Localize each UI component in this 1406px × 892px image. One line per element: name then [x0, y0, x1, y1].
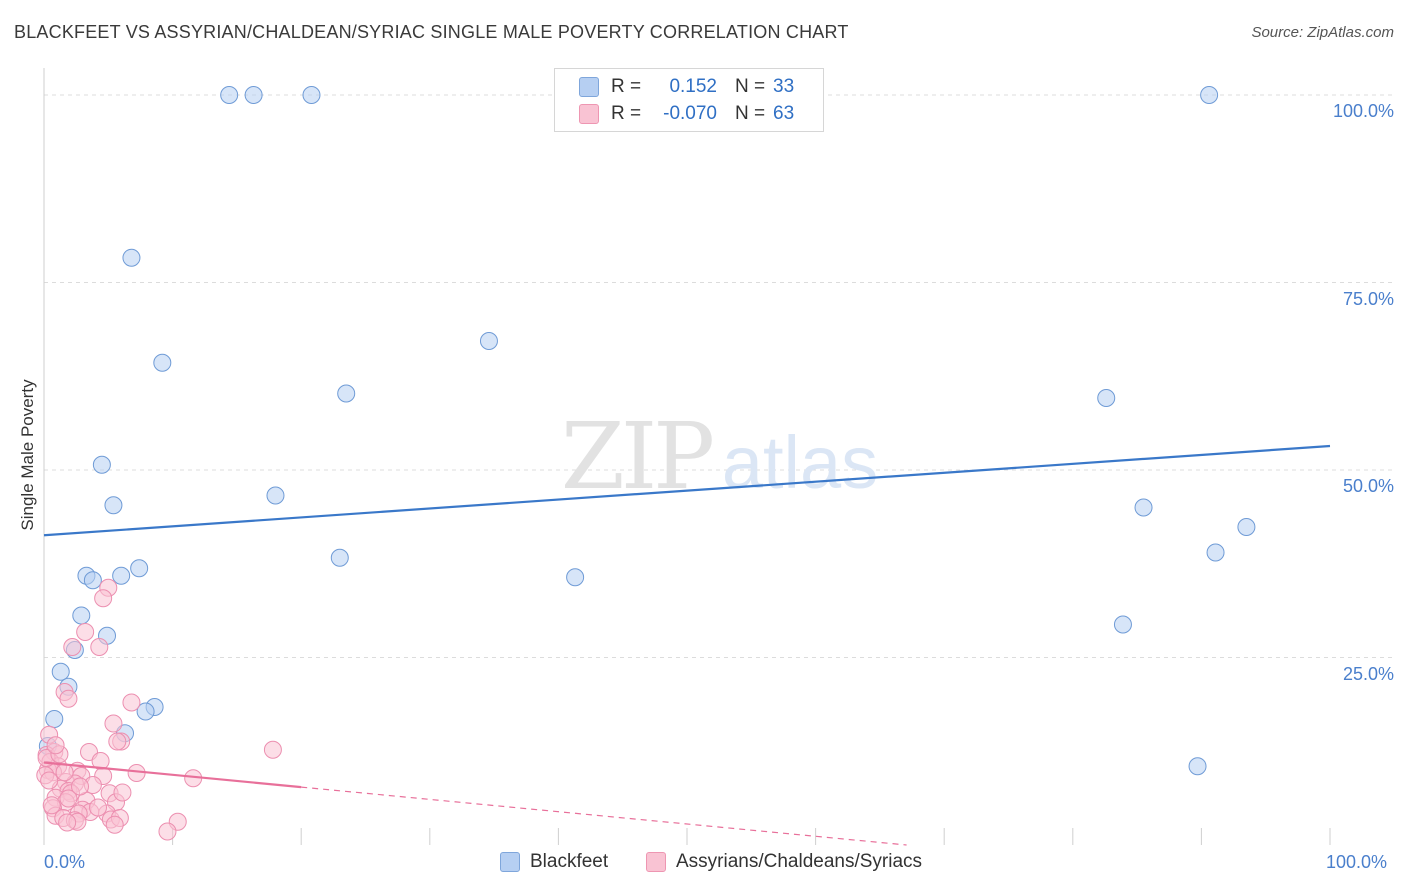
y-tick-label: 100.0% [1332, 101, 1394, 121]
y-axis-label: Single Male Poverty [18, 379, 37, 531]
blackfeet-point [112, 566, 131, 585]
blackfeet-point [136, 702, 155, 721]
blackfeet-point [1134, 498, 1153, 517]
assyrian-point [263, 740, 282, 759]
assyrian-point [71, 777, 90, 796]
assyrian-point [58, 813, 77, 832]
blackfeet-point [130, 559, 149, 578]
blackfeet-point [122, 248, 141, 267]
r-label: R = [611, 103, 642, 124]
blackfeet-point [220, 86, 239, 104]
r-value-blue: 0.152 [669, 76, 717, 97]
blackfeet-point [566, 568, 585, 587]
assyrian-point [42, 796, 61, 815]
blackfeet-point [1188, 757, 1207, 776]
legend-label-blackfeet: Blackfeet [530, 851, 609, 872]
y-tick-label: 75.0% [1342, 288, 1394, 309]
blackfeet-point [1097, 389, 1116, 407]
assyrian-point [105, 815, 124, 834]
assyrian-point [89, 798, 108, 817]
blackfeet-point [244, 86, 263, 104]
blackfeet-point [1200, 86, 1219, 104]
n-value-blue: 33 [773, 76, 795, 97]
legend-item-blackfeet[interactable]: Blackfeet [500, 851, 608, 873]
assyrian-point [46, 736, 65, 755]
n-label: N = [735, 76, 766, 97]
blackfeet-point [92, 455, 111, 474]
blackfeet-point [337, 384, 356, 403]
legend-row-blackfeet: R = 0.152 N = 33 [579, 74, 794, 100]
legend-row-assyrian: R = -0.070 N = 63 [579, 101, 794, 127]
watermark-atlas: atlas [722, 421, 878, 504]
assyrian-point [158, 822, 177, 841]
watermark-zip: ZIP [561, 403, 712, 510]
n-label: N = [735, 103, 766, 124]
x-tick-label-min: 0.0% [44, 852, 86, 872]
blackfeet-point [72, 606, 91, 625]
source-label: Source: ZipAtlas.com [1251, 24, 1394, 41]
blackfeet-point [302, 86, 321, 104]
series-legend: Blackfeet Assyrians/Chaldeans/Syriacs [0, 851, 1406, 877]
blackfeet-trend-line [43, 444, 1331, 537]
blackfeet-point [266, 486, 285, 505]
blackfeet-point [83, 571, 102, 590]
assyrian-point [122, 693, 141, 712]
correlation-legend: R = 0.152 N = 33 R = -0.070 N = 63 [554, 68, 824, 132]
assyrian-trend-extension [301, 786, 907, 846]
y-tick-label: 25.0% [1342, 663, 1394, 684]
assyrian-point [90, 638, 109, 656]
pink-swatch [579, 104, 599, 124]
blackfeet-point [1237, 518, 1256, 536]
assyrian-point [59, 689, 78, 708]
blackfeet-point [330, 548, 349, 567]
r-label: R = [611, 76, 642, 97]
x-tick-label-max: 100.0% [1326, 852, 1388, 872]
n-value-pink: 63 [773, 103, 795, 124]
chart-title: BLACKFEET VS ASSYRIAN/CHALDEAN/SYRIAC SI… [14, 22, 849, 42]
assyrian-point [94, 589, 113, 608]
watermark: ZIP atlas [561, 403, 878, 510]
blackfeet-point [1206, 543, 1225, 562]
blackfeet-point [153, 353, 172, 372]
assyrian-point [59, 789, 78, 808]
y-tick-label: 50.0% [1342, 476, 1394, 496]
assyrian-point [108, 732, 127, 751]
legend-item-assyrian[interactable]: Assyrians/Chaldeans/Syriacs [646, 851, 922, 873]
blackfeet-point [104, 496, 123, 515]
assyrian-point [76, 623, 95, 641]
blackfeet-point [51, 662, 70, 681]
pink-swatch [646, 852, 666, 872]
blackfeet-point [479, 332, 498, 350]
blackfeet-point [45, 710, 64, 728]
assyrian-point [113, 783, 132, 802]
assyrian-point [40, 771, 59, 790]
assyrian-point [104, 714, 123, 733]
grid-lines [43, 68, 1392, 845]
assyrian-point [63, 638, 82, 656]
r-value-pink: -0.070 [663, 103, 717, 124]
blue-swatch [500, 852, 520, 872]
blackfeet-point [1113, 615, 1132, 634]
blue-swatch [579, 77, 599, 97]
data-points [36, 86, 1256, 841]
trend-lines [43, 444, 1331, 846]
legend-label-assyrian: Assyrians/Chaldeans/Syriacs [676, 851, 923, 872]
assyrian-point [55, 763, 74, 782]
assyrian-trend-line [43, 761, 302, 789]
